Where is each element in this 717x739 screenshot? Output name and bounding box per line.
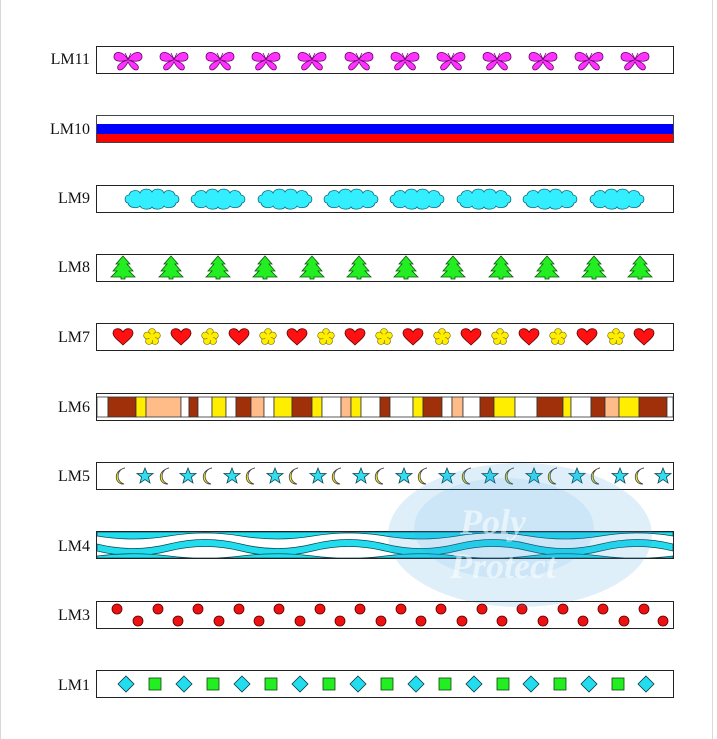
page-border-left (0, 0, 1, 739)
strip-lm6 (96, 393, 674, 421)
strip-lm11 (96, 46, 674, 74)
watermark-line2: Protect (449, 546, 557, 586)
strip-lm8 (96, 254, 674, 282)
strip-label-lm1: LM1 (58, 677, 90, 694)
strip-lm3 (96, 601, 674, 629)
polyprotect-watermark: Poly Protect (388, 463, 652, 607)
strip-lm7 (96, 323, 674, 351)
strip-label-lm11: LM11 (50, 51, 90, 68)
strip-label-lm6: LM6 (58, 399, 90, 416)
strip-label-lm8: LM8 (58, 259, 90, 276)
diamond-square-pattern (117, 675, 655, 693)
strip-lm10 (96, 115, 674, 143)
strip-lm1 (96, 670, 674, 698)
strip-lm4 (96, 531, 674, 559)
tree-pattern (110, 255, 653, 280)
wave-pattern (97, 532, 673, 558)
strip-lm9 (96, 185, 674, 213)
butterfly-pattern (113, 52, 650, 71)
strip-label-lm3: LM3 (58, 607, 90, 624)
strip-label-lm10: LM10 (50, 121, 90, 138)
cloud-pattern (124, 188, 645, 210)
strip-label-lm5: LM5 (58, 468, 90, 485)
flag-stripes-pattern (97, 116, 673, 142)
page-border-right (712, 0, 713, 739)
strip-label-lm7: LM7 (58, 329, 90, 346)
strip-label-lm4: LM4 (58, 538, 90, 555)
strip-lm5 (96, 462, 674, 490)
strip-label-lm9: LM9 (58, 190, 90, 207)
dot-pattern (111, 603, 669, 627)
watermark-line1: Poly (459, 502, 527, 542)
color-block-pattern (97, 396, 673, 418)
heart-flower-pattern (112, 328, 655, 346)
